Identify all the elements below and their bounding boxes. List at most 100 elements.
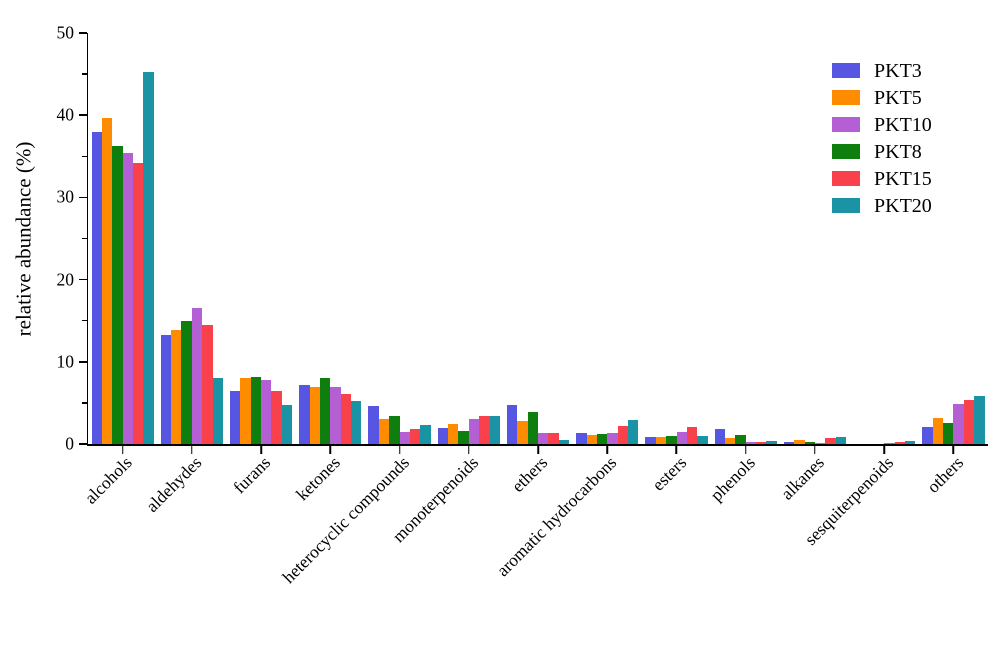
bar-group-ketones (296, 33, 365, 444)
bar-PKT15-ethers (548, 433, 559, 444)
bar-PKT10-furans (261, 379, 272, 444)
legend-swatch-PKT10 (832, 117, 860, 132)
bar-PKT5-ketones (309, 387, 320, 444)
bar-PKT10-alkanes (814, 442, 826, 444)
x-tick (191, 445, 193, 454)
x-tick (814, 445, 816, 454)
bar-PKT15-aldehydes (202, 324, 213, 444)
y-tick-label: 10 (56, 351, 75, 372)
legend-label-PKT3: PKT3 (874, 59, 922, 82)
legend-swatch-PKT8 (832, 144, 860, 159)
legend-label-PKT8: PKT8 (874, 140, 922, 163)
bar-PKT3-phenols (714, 429, 725, 444)
bar-PKT5-others (932, 417, 944, 444)
y-tick-label: 0 (65, 433, 74, 454)
bar-PKT8-heterocyclic-compounds (389, 416, 400, 444)
bar-PKT5-esters (655, 436, 667, 444)
legend-swatch-PKT20 (832, 198, 860, 213)
bar-PKT3-monoterpenoids (437, 428, 449, 444)
bar-PKT20-esters (697, 435, 708, 444)
x-tick (537, 445, 539, 454)
y-tick-major (78, 114, 87, 116)
y-tick-label: 40 (56, 104, 75, 125)
bar-PKT20-heterocyclic-compounds (420, 425, 431, 444)
bar-group-others (919, 33, 988, 444)
x-axis-spine (86, 444, 988, 446)
bar-PKT15-heterocyclic-compounds (409, 429, 421, 444)
bar-PKT10-heterocyclic-compounds (399, 431, 410, 444)
bar-PKT10-ethers (538, 432, 549, 444)
y-tick-minor (82, 402, 87, 404)
bar-PKT3-furans (229, 390, 241, 444)
bar-PKT3-heterocyclic-compounds (368, 406, 379, 444)
bar-PKT10-aromatic-hydrocarbons (607, 432, 618, 444)
bar-group-alcohols (88, 33, 157, 444)
y-tick-minor (82, 319, 87, 322)
bar-PKT15-alkanes (825, 438, 836, 444)
x-tick (744, 445, 747, 454)
y-tick-major (78, 196, 87, 199)
x-tick-label: sesquiterpenoids (800, 452, 898, 549)
plot-area: relative abundance (%) 0 10 20 30 40 50 alcoho… (12, 24, 988, 587)
bar-PKT20-sesquiterpenoids (904, 440, 916, 444)
bar-PKT20-aromatic-hydrocarbons (628, 420, 639, 444)
x-tick-label-anchor: others (653, 452, 966, 496)
x-tick-label: ketones (291, 452, 344, 505)
bar-PKT15-esters (686, 426, 698, 444)
x-tick-label: phenols (706, 452, 760, 505)
bar-PKT15-alcohols (133, 162, 144, 444)
bar-groups (88, 33, 988, 444)
bar-PKT3-ketones (299, 384, 310, 444)
x-tick-label-anchor: alcohols (0, 452, 136, 507)
bar-PKT8-phenols (735, 434, 746, 444)
x-tick-label: heterocyclic compounds (278, 452, 413, 588)
bar-PKT15-aromatic-hydrocarbons (617, 425, 629, 444)
legend-swatch-PKT15 (832, 171, 860, 186)
x-tick-label-anchor: phenols (446, 452, 759, 505)
y-tick-major (78, 361, 87, 363)
bar-PKT10-sesquiterpenoids (884, 443, 895, 444)
bar-PKT3-esters (645, 436, 656, 444)
bar-PKT20-ethers (558, 439, 570, 444)
bar-PKT8-monoterpenoids (458, 430, 469, 444)
bar-PKT8-furans (250, 377, 262, 444)
x-tick-label-anchor: sesquiterpenoids (584, 452, 898, 549)
legend-item-PKT8: PKT8 (832, 138, 932, 165)
bar-PKT15-phenols (756, 442, 767, 444)
x-tick-label: aldehydes (141, 452, 206, 516)
x-tick-label: others (922, 452, 967, 497)
bar-PKT20-phenols (766, 440, 777, 444)
legend-label-PKT15: PKT15 (874, 167, 932, 190)
bar-PKT20-monoterpenoids (489, 416, 500, 444)
bar-PKT10-monoterpenoids (468, 418, 480, 444)
x-tick-label: ethers (507, 452, 552, 496)
x-tick (329, 445, 332, 454)
x-tick-label-anchor: ketones (30, 452, 344, 504)
y-tick-minor (82, 155, 87, 158)
bar-PKT20-alcohols (143, 71, 154, 444)
bar-PKT20-aldehydes (212, 378, 223, 444)
x-tick-label-anchor: ethers (238, 452, 552, 496)
bar-PKT8-esters (666, 435, 677, 444)
bar-PKT5-alkanes (794, 439, 805, 444)
bar-group-phenols (711, 33, 780, 444)
x-tick-label-anchor: aldehydes (0, 452, 206, 516)
bar-PKT15-furans (271, 391, 282, 444)
legend-swatch-PKT3 (832, 63, 860, 78)
bar-PKT5-aromatic-hydrocarbons (586, 434, 597, 444)
legend-label-PKT10: PKT10 (874, 113, 932, 136)
bar-group-furans (226, 33, 295, 444)
x-tick-label: alcohols (80, 452, 137, 508)
bar-group-aromatic-hydrocarbons (573, 33, 642, 444)
y-tick-label: 50 (56, 22, 75, 43)
x-tick-label-anchor: heterocyclic compounds (100, 452, 413, 587)
bar-PKT3-alcohols (91, 132, 102, 444)
x-tick (121, 445, 124, 454)
x-tick (606, 445, 608, 454)
bar-PKT15-sesquiterpenoids (894, 441, 905, 444)
x-tick (883, 445, 885, 454)
bar-group-esters (642, 33, 711, 444)
bar-PKT8-aromatic-hydrocarbons (596, 434, 608, 444)
bar-PKT5-ethers (517, 420, 528, 444)
